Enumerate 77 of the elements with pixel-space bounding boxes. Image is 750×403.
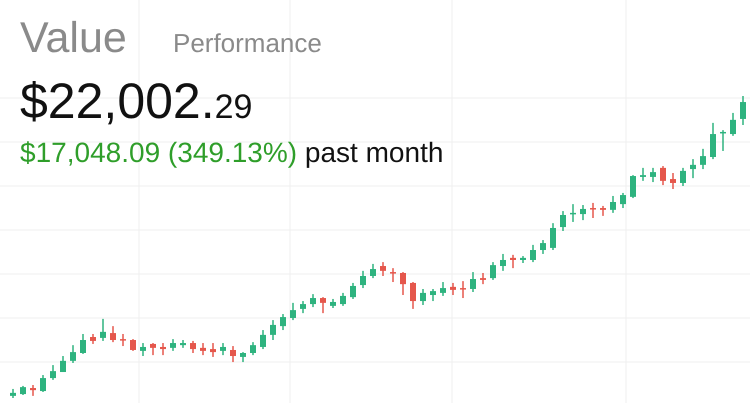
candlestick (240, 351, 246, 363)
annotation: $22,002.29 (20, 73, 252, 129)
candlestick (10, 388, 16, 399)
candlestick (630, 174, 636, 199)
candlestick (90, 333, 96, 345)
candlestick (360, 270, 366, 289)
chart-title: Value (20, 14, 127, 62)
candlestick (600, 205, 606, 217)
candlestick (490, 261, 496, 281)
candlestick (220, 342, 226, 356)
candlestick (410, 281, 416, 310)
candlestick (230, 345, 236, 363)
candlestick (270, 319, 276, 341)
candlestick (610, 195, 616, 214)
candlestick (660, 165, 666, 186)
candlestick (620, 192, 626, 209)
candlestick (460, 280, 466, 299)
candlestick (40, 374, 46, 393)
candlestick (290, 302, 296, 321)
candlestick (710, 122, 716, 160)
candlestick (550, 222, 556, 251)
candlestick (200, 342, 206, 356)
candlestick (130, 338, 136, 352)
candlestick (510, 254, 516, 269)
candlestick (670, 172, 676, 190)
candlestick (30, 384, 36, 397)
candlestick (720, 129, 726, 152)
candlestick (380, 261, 386, 277)
candlestick (20, 385, 26, 396)
candlestick (420, 288, 426, 306)
candlestick (330, 298, 336, 309)
candlestick (280, 313, 286, 331)
candlestick (120, 333, 126, 347)
candlestick (390, 267, 396, 283)
candlestick (560, 210, 566, 232)
candlestick (580, 204, 586, 221)
candlestick (540, 239, 546, 255)
annotation: past month (297, 137, 444, 168)
candlestick (190, 340, 196, 354)
candlestick (640, 167, 646, 182)
candlestick (170, 338, 176, 352)
candlestick (700, 148, 706, 170)
candlestick (70, 344, 76, 364)
candlestick (310, 293, 316, 308)
chart-subtitle: Performance (173, 28, 322, 58)
candlestick (570, 203, 576, 223)
candlestick (260, 329, 266, 350)
candlestick (690, 158, 696, 179)
candlestick (590, 202, 596, 219)
candlestick (530, 244, 536, 263)
candlestick (160, 342, 166, 356)
candlestick (80, 333, 86, 355)
candlestick (740, 95, 746, 126)
candlestick (210, 342, 216, 358)
candlestick (140, 342, 146, 357)
candlestick (250, 341, 256, 356)
candlestick (430, 288, 436, 302)
candlestick (300, 300, 306, 314)
candlestick (370, 263, 376, 279)
annotation: $17,048.09 (349.13%) (20, 137, 298, 168)
candlestick (480, 272, 486, 285)
candlestick (110, 325, 116, 343)
candlestick (100, 318, 106, 342)
candlestick (500, 253, 506, 272)
candlestick (440, 281, 446, 297)
candlestick (50, 364, 56, 381)
candlestick (400, 271, 406, 296)
candlestick (350, 282, 356, 300)
candlestick (340, 292, 346, 307)
candlestick (470, 271, 476, 293)
candlestick (730, 112, 736, 137)
candlestick (150, 342, 156, 356)
candlestick (320, 296, 326, 314)
candlestick (680, 167, 686, 187)
candlestick (60, 355, 66, 373)
candlestick (650, 167, 656, 183)
candlestick (450, 282, 456, 296)
